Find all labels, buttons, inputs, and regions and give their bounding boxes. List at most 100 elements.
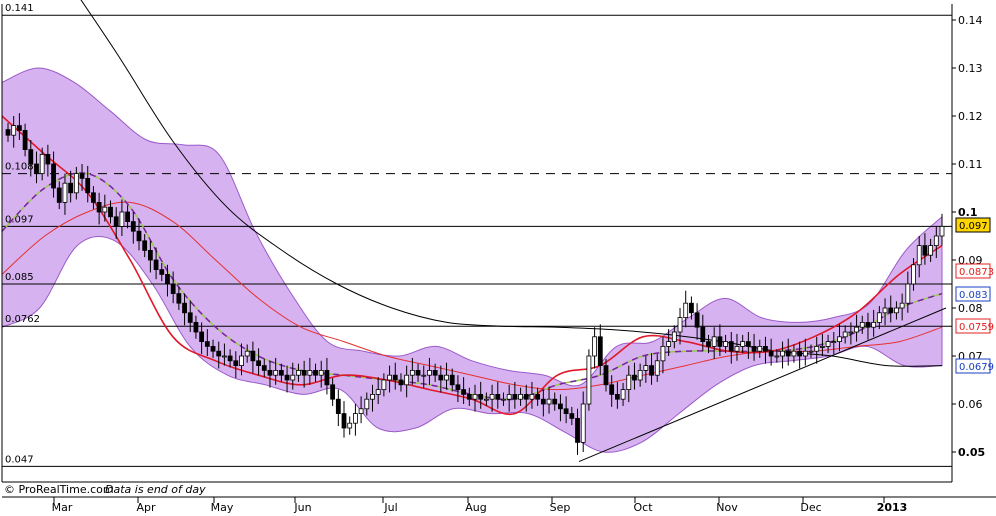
x-tick-label: Dec [800, 501, 821, 514]
candle-body [375, 389, 381, 395]
candle-body [290, 374, 296, 381]
candle-body [620, 389, 626, 400]
candle-body [876, 312, 882, 323]
candle-body [745, 341, 751, 347]
candle-body [785, 350, 791, 357]
candle-body [233, 360, 239, 366]
candle-body [313, 369, 318, 376]
candle-body [404, 374, 410, 386]
candle-body [432, 369, 438, 376]
y-tick-label: 0.13 [958, 62, 983, 75]
candle-body [409, 369, 415, 376]
x-tick-label: 2013 [877, 501, 908, 514]
level-label-4: 0.0762 [5, 314, 40, 325]
candle-body [455, 384, 461, 390]
candle-body [244, 350, 250, 357]
x-tick-label: May [211, 501, 234, 514]
candle-body [73, 173, 79, 194]
price-badge-text: 0.0679 [959, 362, 994, 373]
candle-body [387, 374, 392, 381]
candle-body [649, 365, 654, 376]
candle-body [341, 413, 347, 429]
candle-body [182, 302, 187, 314]
x-tick-label: Jun [293, 501, 311, 514]
candle-body [871, 321, 877, 328]
candle-body [153, 259, 159, 271]
candle-body [256, 360, 261, 366]
candlestick-layer [5, 113, 945, 455]
candle-body [444, 374, 449, 381]
candle-body [125, 211, 130, 222]
x-tick-label: Jul [383, 501, 397, 514]
candle-body [204, 341, 210, 347]
candle-body [461, 389, 467, 395]
candle-body [5, 129, 11, 136]
candle-body [28, 149, 34, 165]
candle-body [694, 312, 700, 328]
candle-body [677, 317, 683, 333]
candle-body [318, 369, 324, 376]
candle-body [763, 345, 768, 352]
candle-body [905, 283, 911, 304]
price-badge-box [955, 358, 991, 374]
candle-body [495, 393, 501, 400]
candle-body [660, 345, 666, 362]
axes-layer: 0.050.060.070.080.090.10.110.120.130.14M… [1, 4, 996, 514]
level-label-1: 0.108 [5, 162, 34, 173]
candle-body [51, 163, 56, 189]
footer-copyright: © ProRealTime.com [4, 483, 114, 496]
candle-body [39, 153, 45, 174]
candle-body [825, 341, 831, 347]
x-tick-label: Apr [136, 501, 156, 514]
candle-body [558, 403, 563, 410]
candle-body [472, 393, 478, 400]
candle-body [85, 177, 91, 194]
candle-body [780, 350, 785, 357]
candle-body [216, 350, 222, 357]
candle-body [483, 398, 489, 401]
candle-body [797, 350, 803, 357]
candle-body [831, 341, 837, 344]
candle-body [34, 163, 39, 175]
level-label-3: 0.085 [5, 272, 34, 283]
price-badge-box [955, 217, 991, 233]
candle-body [381, 379, 387, 391]
candle-body [301, 369, 307, 376]
candle-body [540, 398, 546, 405]
candle-body [643, 365, 649, 371]
x-tick-label: Sep [550, 501, 571, 514]
x-tick-label: Aug [465, 501, 486, 514]
candle-body [489, 393, 495, 400]
candle-body [239, 355, 244, 367]
y-tick-label: 0.05 [958, 446, 985, 459]
candle-body [933, 235, 939, 247]
candle-body [347, 422, 353, 429]
candle-body [102, 206, 108, 213]
candle-body [808, 350, 814, 353]
candle-body [671, 331, 677, 343]
candle-body [193, 321, 199, 333]
candle-body [187, 312, 193, 323]
candle-body [335, 398, 341, 415]
candle-body [666, 341, 672, 347]
level-lines-layer: 0.141 0.108 0.097 0.085 0.0762 0.047 [2, 3, 952, 467]
trendline [578, 307, 947, 463]
y-tick-label: 0.12 [958, 110, 983, 123]
candle-body [603, 365, 609, 386]
candle-body [147, 249, 153, 261]
candle-body [609, 384, 615, 395]
candle-body [865, 321, 871, 328]
candle-body [529, 393, 535, 400]
candle-body [307, 369, 313, 376]
candle-body [586, 355, 592, 405]
candle-body [392, 374, 398, 381]
candle-body [632, 374, 637, 381]
y-tick-label: 0.11 [958, 158, 983, 171]
candle-body [227, 355, 233, 362]
candle-body [62, 182, 68, 203]
candle-body [512, 393, 518, 400]
candle-body [569, 413, 575, 419]
candle-body [751, 345, 757, 352]
candle-body [922, 245, 928, 256]
candle-body [296, 369, 301, 376]
